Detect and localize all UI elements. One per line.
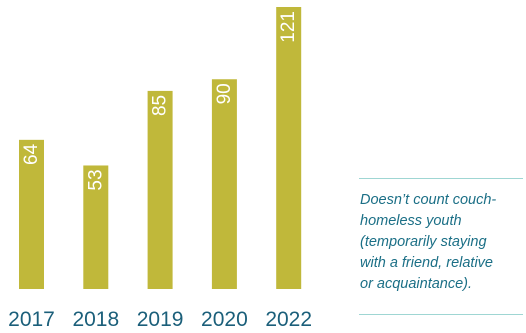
data-label-2022: 121 xyxy=(278,11,299,43)
bar-2017 xyxy=(19,139,44,289)
data-label-2020: 90 xyxy=(214,83,235,104)
footnote-text: Doesn’t count couch- homeless youth (tem… xyxy=(360,192,497,292)
bar-2020 xyxy=(211,79,237,289)
footnote-bottom-rule xyxy=(359,314,523,315)
data-label-2017: 64 xyxy=(21,143,42,165)
footnote-box: Doesn’t count couch- homeless youth (tem… xyxy=(359,178,523,316)
data-label-2018: 53 xyxy=(85,169,106,190)
bar-2019 xyxy=(147,90,173,290)
x-tick-label-2017: 2017 xyxy=(8,308,55,331)
x-tick-label-2020: 2020 xyxy=(201,308,248,331)
bars-layer xyxy=(19,7,302,290)
x-tick-label-2018: 2018 xyxy=(72,308,119,331)
bar-2022 xyxy=(276,7,302,289)
data-label-2019: 85 xyxy=(150,95,171,116)
x-tick-labels-layer: 2017 2018 2019 2020 2022 xyxy=(8,308,312,331)
x-tick-label-2022: 2022 xyxy=(265,308,312,331)
x-tick-label-2019: 2019 xyxy=(137,308,184,331)
data-labels-layer: 64 53 85 90 121 xyxy=(21,11,299,191)
bar-2018 xyxy=(83,165,109,289)
footnote-top-rule xyxy=(359,178,523,179)
